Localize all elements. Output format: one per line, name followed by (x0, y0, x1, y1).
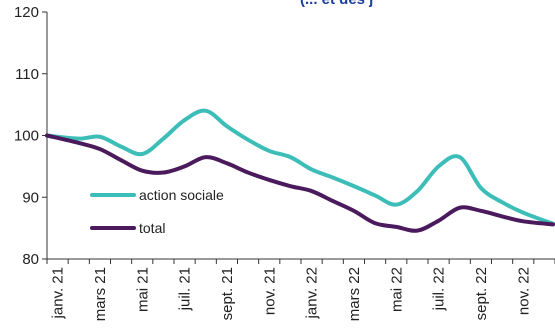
x-tick-label: juil. 22 (431, 267, 448, 311)
x-tick-label: nov. 22 (515, 267, 532, 315)
legend-label-action-sociale: action sociale (139, 187, 224, 203)
x-tick-label: janv. 22 (304, 267, 321, 319)
x-tick-label: janv. 21 (50, 267, 67, 319)
series-layer (45, 108, 555, 233)
series-line-total (45, 133, 555, 233)
x-tick-label: sept. 21 (219, 267, 236, 320)
y-tick-label: 100 (14, 128, 39, 145)
x-tick-label: mai 22 (388, 267, 405, 312)
legend-label-total: total (139, 220, 165, 236)
y-tick-label: 90 (22, 189, 39, 206)
y-tick-label: 110 (15, 66, 39, 83)
x-tick-label: nov. 21 (261, 267, 278, 315)
x-tick-label: sept. 22 (473, 267, 490, 320)
y-tick-label: 120 (14, 4, 39, 21)
x-tick-label: mars 21 (92, 267, 109, 321)
series-line-action-sociale (45, 108, 555, 226)
x-tick-label: juil. 21 (177, 267, 194, 311)
chart-title-fragment: (... et des j (300, 0, 373, 8)
legend: action sociale total (90, 187, 224, 236)
x-axis-ticks: janv. 21 mars 21 mai 21 juil. 21 sept. 21 nov… (46, 259, 555, 321)
x-tick-label: mai 21 (134, 267, 151, 312)
x-tick-label: mars 22 (346, 267, 363, 321)
y-axis-ticks: 80 90 100 110 120 (14, 4, 47, 268)
y-tick-label: 80 (22, 251, 39, 268)
